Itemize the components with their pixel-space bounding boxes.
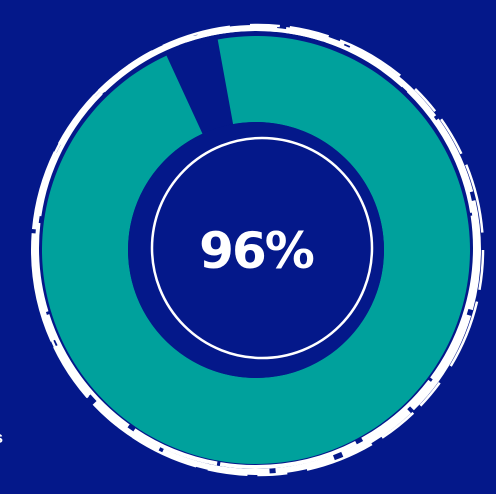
outline-stroke [31,23,485,477]
outline-stroke [35,27,477,469]
inner-ring [150,136,374,360]
slice-filled [41,36,470,465]
slices [41,36,470,465]
center-disc [128,122,384,378]
center-percent-label: 96% [199,222,314,280]
slice-remainder [166,39,234,134]
caption-line-2: ilies [0,428,3,448]
